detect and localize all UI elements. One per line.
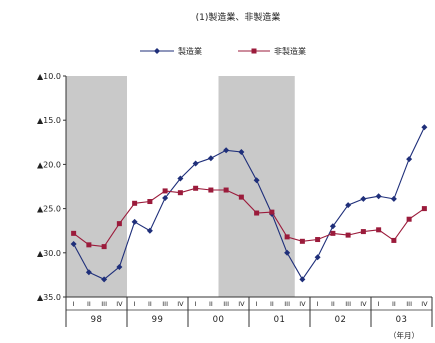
x-tick-quarter: IV	[238, 300, 245, 308]
shaded-period-1	[66, 76, 127, 297]
x-tick-quarter: IV	[421, 300, 428, 308]
y-axis-ticks: ▲10.0 ▲15.0 ▲20.0 ▲25.0 ▲30.0 ▲35.0	[37, 72, 66, 302]
x-tick-quarter: II	[87, 300, 91, 308]
data-point	[85, 269, 92, 276]
data-point	[391, 237, 397, 243]
y-tick-label: ▲25.0	[37, 205, 61, 214]
data-point	[193, 185, 199, 191]
x-tick-quarter: IV	[360, 300, 367, 308]
data-point	[330, 230, 336, 236]
x-tick-year: 01	[274, 315, 286, 325]
y-tick-label: ▲10.0	[37, 72, 61, 81]
series-markers	[70, 124, 428, 283]
recession-shading	[66, 76, 295, 297]
data-point	[284, 234, 290, 240]
data-point	[390, 195, 397, 202]
legend-label: 非製造業	[274, 46, 306, 56]
y-tick-label: ▲30.0	[37, 249, 61, 258]
x-tick-quarter: III	[345, 300, 351, 308]
data-point	[360, 229, 366, 235]
data-point	[375, 193, 382, 200]
x-tick-quarter: IV	[177, 300, 184, 308]
x-axis-ticks: I II III IV I II III IV I II III IV I II III IV I II III IV…	[65, 297, 433, 327]
data-point	[162, 194, 169, 201]
data-point	[269, 209, 275, 215]
legend-marker	[154, 48, 160, 54]
x-tick-quarter: II	[331, 300, 335, 308]
data-point	[345, 232, 351, 238]
x-tick-quarter: I	[134, 300, 136, 308]
data-point	[132, 200, 138, 206]
x-tick-quarter: IV	[116, 300, 123, 308]
x-axis-unit: （年月）	[389, 330, 419, 340]
x-tick-quarter: I	[378, 300, 380, 308]
data-point	[223, 147, 230, 154]
data-point	[284, 249, 291, 256]
x-tick-quarter: II	[209, 300, 213, 308]
data-point	[299, 276, 306, 283]
y-tick-label: ▲35.0	[37, 293, 61, 302]
data-point	[177, 175, 184, 182]
data-point	[329, 223, 336, 230]
data-point	[207, 155, 214, 162]
data-point	[101, 276, 108, 283]
x-tick-quarter: I	[317, 300, 319, 308]
x-tick-quarter: I	[73, 300, 75, 308]
data-point	[406, 216, 412, 222]
data-point	[71, 230, 77, 236]
x-tick-quarter: II	[148, 300, 152, 308]
x-tick-year: 00	[213, 315, 225, 325]
data-point	[147, 199, 153, 205]
x-tick-quarter: III	[406, 300, 412, 308]
x-tick-year: 99	[152, 315, 164, 325]
data-point	[360, 195, 367, 202]
x-tick-quarter: I	[256, 300, 258, 308]
x-tick-quarter: I	[195, 300, 197, 308]
data-point	[406, 156, 413, 163]
shaded-period-2	[218, 76, 295, 297]
data-point	[86, 242, 92, 248]
data-point	[101, 244, 107, 250]
x-tick-year: 98	[91, 315, 103, 325]
x-tick-quarter: III	[284, 300, 290, 308]
series-line-2	[73, 187, 425, 248]
x-tick-year: 02	[335, 315, 347, 325]
x-tick-quarter: II	[270, 300, 274, 308]
data-point	[116, 263, 123, 270]
legend: 製造業 非製造業	[140, 46, 306, 56]
data-point	[314, 254, 321, 261]
x-tick-quarter: IV	[299, 300, 306, 308]
data-point	[177, 190, 183, 196]
x-tick-quarter: III	[101, 300, 107, 308]
data-point	[315, 237, 321, 243]
data-point	[238, 194, 244, 200]
data-point	[208, 187, 214, 193]
data-point	[299, 238, 305, 244]
data-point	[116, 221, 122, 227]
legend-marker	[251, 48, 257, 54]
data-point	[254, 210, 260, 216]
x-tick-quarter: III	[162, 300, 168, 308]
data-point	[192, 160, 199, 167]
data-point	[162, 188, 168, 194]
x-tick-quarter: II	[392, 300, 396, 308]
data-point	[376, 227, 382, 233]
chart-title: (1)製造業、非製造業	[196, 11, 281, 23]
data-point	[238, 149, 245, 156]
y-tick-label: ▲20.0	[37, 160, 61, 169]
data-point	[421, 124, 428, 131]
data-point	[146, 227, 153, 234]
legend-label: 製造業	[178, 46, 202, 56]
x-tick-year: 03	[396, 315, 408, 325]
data-point	[345, 202, 352, 209]
data-point	[131, 218, 138, 225]
data-point	[70, 240, 77, 247]
data-point	[223, 187, 229, 193]
data-point	[253, 177, 260, 184]
data-point	[421, 206, 427, 212]
x-tick-quarter: III	[223, 300, 229, 308]
y-tick-label: ▲15.0	[37, 116, 61, 125]
